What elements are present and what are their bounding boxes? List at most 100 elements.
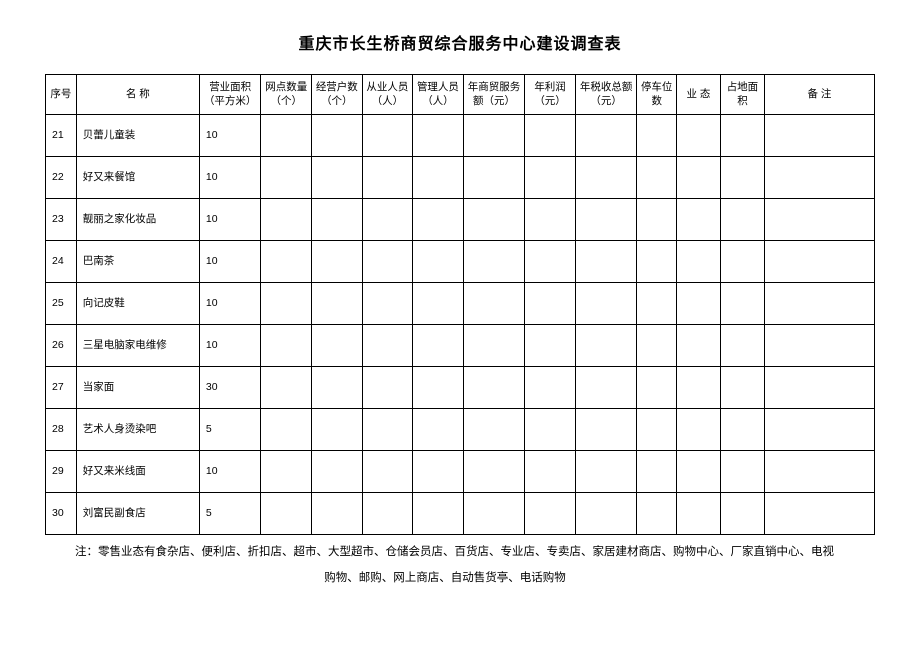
cell-managers xyxy=(413,241,464,283)
cell-area: 30 xyxy=(199,367,261,409)
footnote-line1: 注：零售业态有食杂店、便利店、折扣店、超市、大型超市、仓储会员店、百货店、专业店… xyxy=(45,543,875,561)
cell-profit xyxy=(525,325,576,367)
cell-outlets xyxy=(261,283,312,325)
header-profit: 年利润（元） xyxy=(525,75,576,115)
cell-area: 5 xyxy=(199,493,261,535)
cell-employees xyxy=(362,157,413,199)
cell-service xyxy=(463,199,525,241)
cell-format xyxy=(676,451,720,493)
cell-service xyxy=(463,241,525,283)
cell-area: 5 xyxy=(199,409,261,451)
cell-land xyxy=(720,115,764,157)
cell-land xyxy=(720,325,764,367)
header-land: 占地面积 xyxy=(720,75,764,115)
cell-land xyxy=(720,409,764,451)
cell-area: 10 xyxy=(199,115,261,157)
cell-outlets xyxy=(261,199,312,241)
cell-seq: 24 xyxy=(46,241,77,283)
cell-land xyxy=(720,493,764,535)
cell-tax xyxy=(575,409,637,451)
cell-land xyxy=(720,367,764,409)
cell-seq: 29 xyxy=(46,451,77,493)
cell-name: 好又来米线面 xyxy=(76,451,199,493)
cell-tax xyxy=(575,451,637,493)
cell-area: 10 xyxy=(199,451,261,493)
survey-table: 序号 名 称 营业面积（平方米） 网点数量（个） 经营户数（个） 从业人员（人）… xyxy=(45,74,875,535)
cell-format xyxy=(676,493,720,535)
cell-employees xyxy=(362,493,413,535)
cell-land xyxy=(720,241,764,283)
cell-operators xyxy=(312,241,363,283)
cell-format xyxy=(676,367,720,409)
cell-managers xyxy=(413,367,464,409)
cell-outlets xyxy=(261,115,312,157)
header-operators: 经营户数（个） xyxy=(312,75,363,115)
cell-land xyxy=(720,157,764,199)
cell-tax xyxy=(575,115,637,157)
table-row: 24巴南茶10 xyxy=(46,241,875,283)
cell-parking xyxy=(637,115,677,157)
table-header-row: 序号 名 称 营业面积（平方米） 网点数量（个） 经营户数（个） 从业人员（人）… xyxy=(46,75,875,115)
cell-format xyxy=(676,241,720,283)
cell-employees xyxy=(362,241,413,283)
cell-managers xyxy=(413,409,464,451)
cell-name: 三星电脑家电维修 xyxy=(76,325,199,367)
cell-service xyxy=(463,115,525,157)
cell-service xyxy=(463,325,525,367)
cell-parking xyxy=(637,451,677,493)
cell-outlets xyxy=(261,409,312,451)
cell-employees xyxy=(362,325,413,367)
cell-remark xyxy=(764,283,874,325)
cell-name: 艺术人身烫染吧 xyxy=(76,409,199,451)
cell-managers xyxy=(413,493,464,535)
cell-managers xyxy=(413,199,464,241)
cell-parking xyxy=(637,283,677,325)
cell-managers xyxy=(413,115,464,157)
cell-profit xyxy=(525,115,576,157)
cell-parking xyxy=(637,409,677,451)
cell-outlets xyxy=(261,241,312,283)
cell-service xyxy=(463,451,525,493)
cell-format xyxy=(676,115,720,157)
cell-name: 好又来餐馆 xyxy=(76,157,199,199)
header-tax: 年税收总额（元） xyxy=(575,75,637,115)
cell-profit xyxy=(525,493,576,535)
cell-seq: 22 xyxy=(46,157,77,199)
cell-outlets xyxy=(261,325,312,367)
cell-format xyxy=(676,325,720,367)
cell-managers xyxy=(413,325,464,367)
cell-operators xyxy=(312,115,363,157)
cell-format xyxy=(676,283,720,325)
cell-operators xyxy=(312,283,363,325)
cell-seq: 25 xyxy=(46,283,77,325)
cell-tax xyxy=(575,157,637,199)
cell-operators xyxy=(312,157,363,199)
cell-area: 10 xyxy=(199,241,261,283)
cell-land xyxy=(720,199,764,241)
cell-service xyxy=(463,493,525,535)
cell-area: 10 xyxy=(199,199,261,241)
cell-seq: 27 xyxy=(46,367,77,409)
table-row: 29好又来米线面10 xyxy=(46,451,875,493)
cell-tax xyxy=(575,241,637,283)
cell-parking xyxy=(637,325,677,367)
cell-parking xyxy=(637,367,677,409)
cell-profit xyxy=(525,241,576,283)
cell-service xyxy=(463,157,525,199)
cell-seq: 26 xyxy=(46,325,77,367)
table-row: 28艺术人身烫染吧5 xyxy=(46,409,875,451)
cell-tax xyxy=(575,493,637,535)
cell-operators xyxy=(312,451,363,493)
cell-profit xyxy=(525,199,576,241)
cell-parking xyxy=(637,241,677,283)
table-row: 26三星电脑家电维修10 xyxy=(46,325,875,367)
cell-format xyxy=(676,409,720,451)
cell-outlets xyxy=(261,493,312,535)
cell-remark xyxy=(764,157,874,199)
cell-employees xyxy=(362,409,413,451)
cell-name: 向记皮鞋 xyxy=(76,283,199,325)
cell-outlets xyxy=(261,367,312,409)
header-service: 年商贸服务额（元） xyxy=(463,75,525,115)
table-row: 23靓丽之家化妆品10 xyxy=(46,199,875,241)
cell-operators xyxy=(312,325,363,367)
